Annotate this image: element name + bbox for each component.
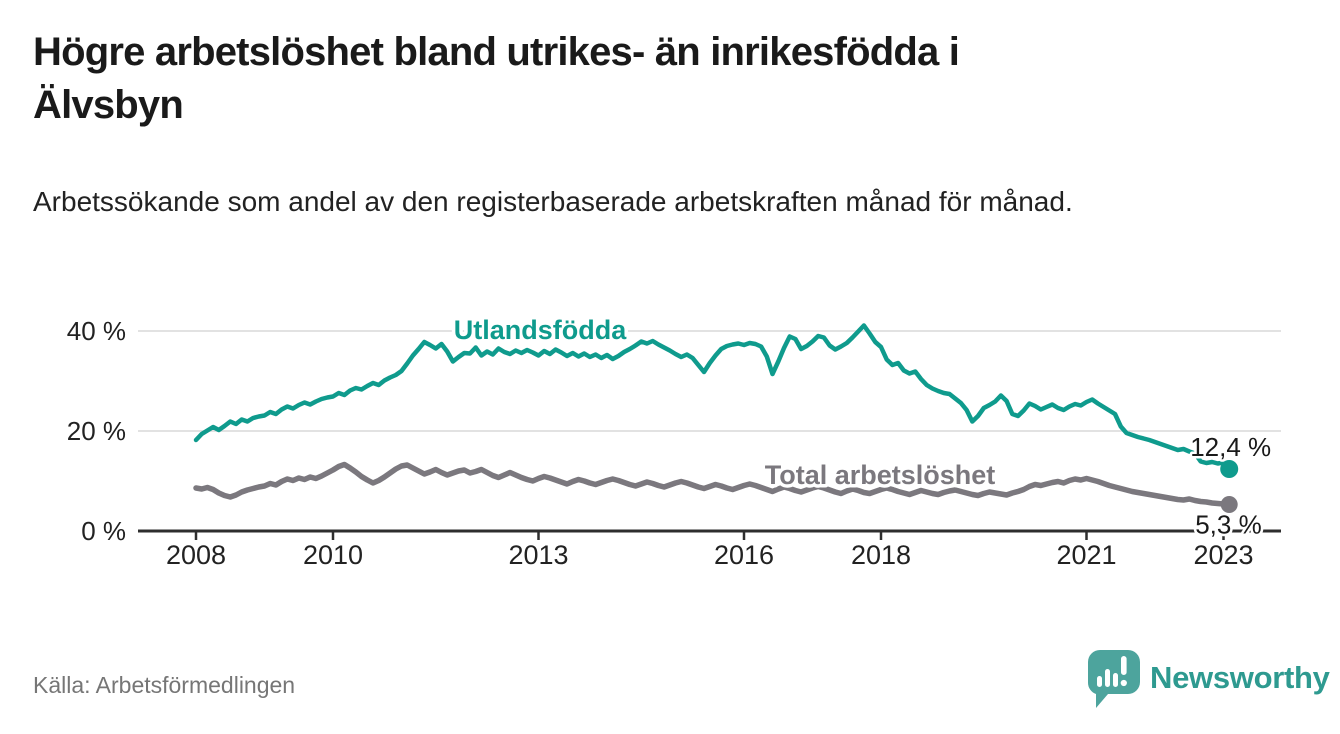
bar-short [1097, 676, 1102, 687]
y-axis-tick-label: 0 % [81, 516, 126, 546]
y-axis-tick-label: 20 % [67, 416, 126, 446]
series-end-dot [1220, 460, 1239, 478]
newsworthy-logo-icon [1088, 650, 1140, 708]
newsworthy-logo: Newsworthy [1082, 646, 1330, 710]
series-line [193, 323, 1226, 466]
chart-subtitle: Arbetssökande som andel av den registerb… [33, 186, 1073, 217]
unemployment-line-chart: 0 % 20 % 40 % 2008 2010 2013 2016 2018 2021 2023 1… [67, 312, 1281, 570]
x-axis-tick-label: 2008 [166, 540, 226, 570]
page-title: Högre arbetslöshet bland utrikes- än inr… [33, 26, 1313, 132]
x-axis-tick-label: 2023 [1193, 540, 1253, 570]
line-chart: 0 % 20 % 40 % 2008 2010 2013 2016 2018 2021 2023 1… [0, 292, 1340, 602]
exclamation-dot [1120, 679, 1127, 687]
brand-wordmark: Newsworthy [1150, 660, 1330, 695]
series-name-label: Total arbetslöshet [765, 460, 996, 490]
page-title-line2: Älvsbyn [33, 82, 184, 127]
page-title-line1: Högre arbetslöshet bland utrikes- än inr… [33, 30, 960, 74]
series-end-dot [1220, 496, 1238, 513]
x-axis-tick-label: 2018 [851, 540, 911, 570]
y-axis-tick-label: 40 % [67, 316, 126, 346]
source-note: Källa: Arbetsförmedlingen [33, 672, 296, 698]
bar-medium [1113, 673, 1118, 687]
exclamation-bar [1121, 656, 1127, 675]
bar-tall [1105, 669, 1110, 687]
x-axis-tick-label: 2013 [508, 540, 568, 570]
x-axis-tick-label: 2010 [303, 540, 363, 570]
x-axis-tick-label: 2021 [1056, 540, 1116, 570]
x-axis-tick-label: 2016 [714, 540, 774, 570]
series-name-label: Utlandsfödda [454, 315, 627, 345]
series-line [193, 461, 1232, 508]
series-end-value-label: 12,4 % [1190, 432, 1271, 462]
series-end-value-label: 5,3 % [1195, 510, 1262, 540]
